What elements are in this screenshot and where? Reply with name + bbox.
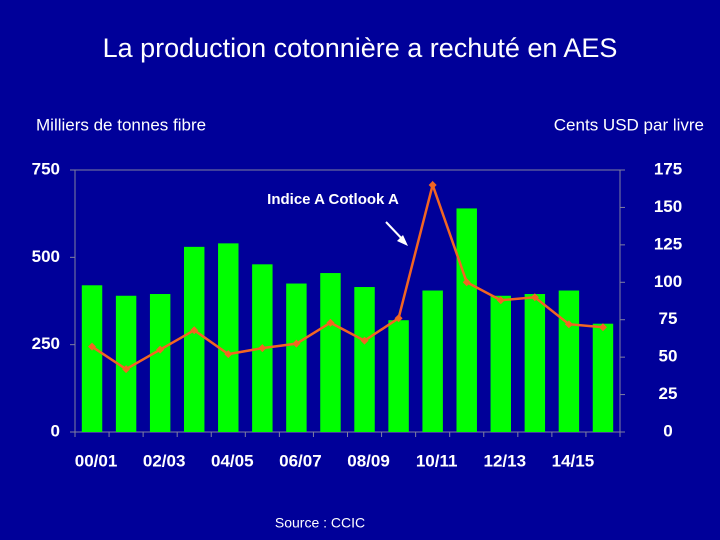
bar [422,290,443,432]
bar [286,283,307,432]
line-marker [360,336,369,345]
line-marker [326,318,335,327]
bar [558,290,580,432]
line-marker [122,365,131,374]
x-tick-label: 10/11 [416,451,458,470]
line-marker [156,345,165,354]
bar [388,320,409,432]
y-tick-label: 0 [51,421,60,440]
line-marker [530,293,539,302]
line-marker [462,278,471,287]
y2-axis-label: Cents USD par livre [554,115,704,134]
bar [354,287,375,432]
x-tick-label: 06/07 [279,451,322,470]
bar [184,246,205,432]
bar [592,323,614,432]
chart-title: La production cotonnière a rechuté en AE… [103,33,618,63]
x-tick-label: 04/05 [211,451,254,470]
bar [81,285,103,432]
y-axis-label: Milliers de tonnes fibre [36,115,206,134]
y2-tick-label: 125 [654,234,682,253]
x-tick-label: 12/13 [484,451,527,470]
x-tick-label: 08/09 [347,451,390,470]
bar [524,294,546,432]
x-tick-label: 14/15 [552,451,595,470]
x-tick-label: 00/01 [75,451,118,470]
line-marker [428,180,437,189]
annotation: Indice A Cotlook A [267,191,399,208]
y2-tick-label: 100 [654,272,682,291]
bar [490,295,511,432]
y2-tick-label: 50 [659,347,678,366]
line [91,180,604,371]
y-tick-label: 750 [32,159,60,178]
bar [115,295,137,432]
bar [218,243,239,432]
line-marker [258,344,267,353]
y2-tick-label: 25 [659,384,678,403]
line-marker [598,323,607,332]
y2-tick-label: 0 [663,421,672,440]
y2-tick-label: 150 [654,197,682,216]
source-note: Source : CCIC [275,515,365,531]
line-marker [292,339,301,348]
annotation-arrow [385,221,408,246]
line-marker [496,296,505,305]
y-tick-label: 250 [32,334,60,353]
line-marker [190,326,199,335]
bar [320,273,341,432]
y-tick-label: 500 [32,247,60,266]
y2-tick-label: 75 [659,309,678,328]
line-marker [394,314,403,323]
bar [456,208,477,432]
line-marker [564,320,573,329]
line-marker [224,350,233,359]
x-tick-label: 02/03 [143,451,186,470]
bar [149,294,171,432]
line-marker [88,342,97,351]
y2-tick-label: 175 [654,159,682,178]
